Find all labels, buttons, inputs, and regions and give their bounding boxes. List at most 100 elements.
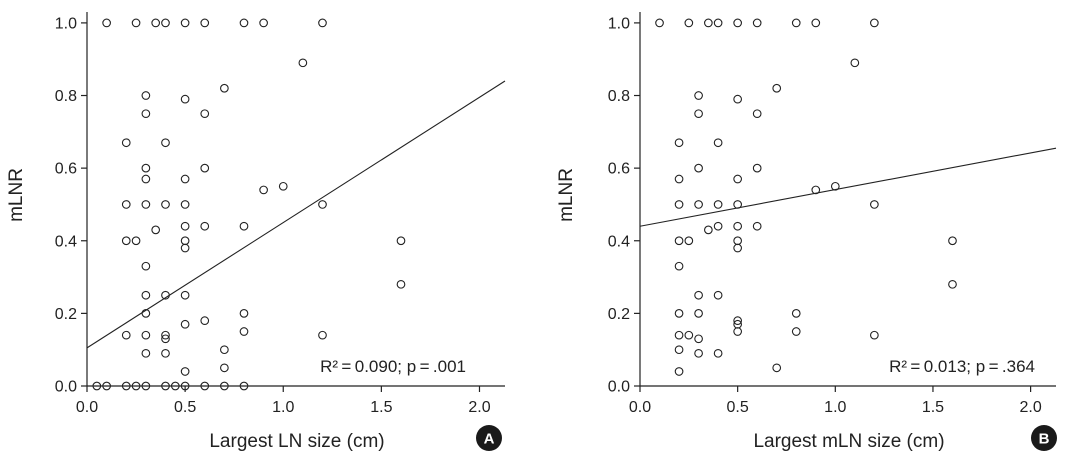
data-point-b bbox=[948, 279, 957, 289]
x-tick-label-a: 1.0 bbox=[272, 399, 294, 416]
data-point-a bbox=[141, 109, 151, 119]
y-tick-label-b: 0.4 bbox=[608, 233, 630, 250]
data-point-b bbox=[694, 109, 703, 119]
x-tick-label-b: 0.0 bbox=[629, 399, 651, 416]
data-point-a bbox=[180, 243, 190, 253]
data-point-b bbox=[733, 18, 743, 28]
x-tick-label-b: 1.0 bbox=[824, 399, 846, 416]
data-point-a bbox=[200, 109, 210, 119]
data-point-a bbox=[396, 236, 406, 246]
data-point-b bbox=[674, 309, 684, 318]
data-point-b bbox=[733, 316, 743, 325]
data-point-b bbox=[811, 18, 821, 28]
data-point-a bbox=[131, 381, 141, 391]
y-axis-title-a: mLNR bbox=[6, 168, 27, 222]
data-point-b bbox=[655, 18, 664, 28]
data-point-a bbox=[200, 163, 210, 173]
data-point-a bbox=[141, 330, 151, 340]
y-tick-label-b: 0.8 bbox=[608, 88, 630, 105]
y-tick-label-a: 0.2 bbox=[55, 306, 77, 323]
data-point-b bbox=[850, 58, 860, 68]
data-point-a bbox=[298, 58, 308, 68]
data-point-a bbox=[170, 381, 180, 391]
data-point-b bbox=[870, 18, 879, 28]
panel-badge-a: A bbox=[476, 425, 502, 451]
data-point-a bbox=[161, 330, 170, 340]
data-point-b bbox=[694, 334, 703, 344]
data-point-a bbox=[161, 200, 170, 209]
data-point-b bbox=[752, 221, 762, 231]
data-point-a bbox=[141, 290, 151, 300]
y-tick-label-a: 0.0 bbox=[55, 379, 77, 396]
data-point-b bbox=[694, 290, 703, 300]
data-point-b bbox=[733, 243, 743, 253]
data-point-a bbox=[141, 348, 151, 358]
y-tick-label-b: 0.0 bbox=[608, 379, 630, 396]
data-point-a bbox=[180, 290, 190, 300]
data-point-b bbox=[948, 236, 957, 246]
data-point-b bbox=[694, 309, 703, 318]
data-point-b bbox=[694, 200, 703, 209]
data-point-a bbox=[318, 18, 327, 28]
data-point-b bbox=[733, 221, 743, 231]
r2-annotation-b: R² = 0.013; p = .364 bbox=[889, 357, 1035, 376]
data-point-a bbox=[278, 181, 288, 191]
data-point-a bbox=[141, 200, 151, 209]
data-point-a bbox=[180, 94, 190, 104]
data-point-a bbox=[121, 330, 131, 340]
data-point-a bbox=[102, 381, 111, 391]
x-tick-label-a: 0.5 bbox=[174, 399, 196, 416]
y-tick-label-b: 0.2 bbox=[608, 306, 630, 323]
data-point-a bbox=[220, 381, 229, 391]
data-point-b bbox=[684, 236, 694, 246]
x-axis-title-b: Largest mLN size (cm) bbox=[753, 431, 944, 452]
data-point-a bbox=[220, 345, 229, 355]
data-point-b bbox=[733, 236, 743, 246]
data-point-a bbox=[141, 261, 151, 271]
data-point-b bbox=[733, 200, 743, 209]
panel-badge-b: B bbox=[1031, 425, 1057, 451]
data-point-b bbox=[704, 18, 713, 28]
data-point-b bbox=[752, 18, 762, 28]
data-point-a bbox=[180, 18, 190, 28]
data-point-a bbox=[121, 381, 131, 391]
data-point-a bbox=[151, 225, 161, 235]
data-point-a bbox=[180, 381, 190, 391]
y-tick-label-a: 1.0 bbox=[55, 15, 77, 32]
svg-text:A: A bbox=[484, 431, 495, 448]
data-point-b bbox=[752, 109, 762, 119]
data-point-b bbox=[870, 200, 879, 209]
panel-a: mLNR Largest LN size (cm) R² = 0.090; p … bbox=[6, 12, 506, 452]
data-point-b bbox=[713, 138, 723, 148]
data-point-b bbox=[674, 345, 684, 355]
data-point-a bbox=[239, 18, 249, 28]
data-point-a bbox=[161, 18, 170, 28]
data-point-a bbox=[180, 221, 190, 231]
data-point-a bbox=[239, 309, 249, 318]
x-tick-label-a: 2.0 bbox=[468, 399, 490, 416]
data-point-b bbox=[713, 290, 723, 300]
data-point-a bbox=[121, 200, 131, 209]
data-point-b bbox=[733, 94, 743, 104]
data-point-a bbox=[161, 138, 170, 148]
data-point-a bbox=[180, 174, 190, 184]
data-point-b bbox=[733, 327, 743, 336]
data-point-b bbox=[694, 348, 703, 358]
data-point-a bbox=[131, 236, 141, 246]
y-tick-label-a: 0.6 bbox=[55, 161, 77, 178]
data-point-a bbox=[180, 236, 190, 246]
data-point-b bbox=[772, 83, 782, 93]
data-point-b bbox=[772, 363, 782, 373]
data-point-a bbox=[161, 381, 170, 391]
data-point-a bbox=[141, 381, 151, 391]
data-point-a bbox=[318, 330, 327, 340]
data-point-a bbox=[161, 348, 170, 358]
data-point-a bbox=[121, 138, 131, 148]
data-point-b bbox=[811, 185, 821, 195]
data-point-b bbox=[713, 221, 723, 231]
x-tick-label-a: 0.0 bbox=[76, 399, 98, 416]
y-tick-label-a: 0.4 bbox=[55, 233, 77, 250]
data-point-a bbox=[92, 381, 102, 391]
x-axis-title-a: Largest LN size (cm) bbox=[209, 431, 384, 452]
data-point-a bbox=[239, 221, 249, 231]
